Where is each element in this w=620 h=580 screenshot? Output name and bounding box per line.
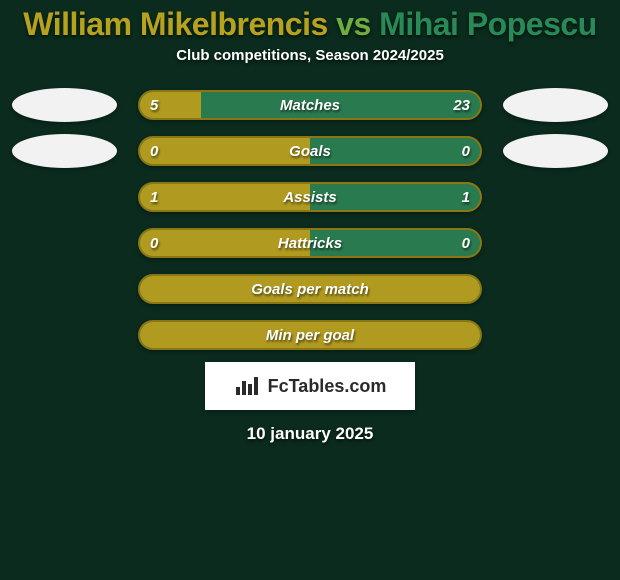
stat-label: Hattricks — [140, 230, 480, 256]
stat-value-right: 0 — [462, 138, 470, 164]
title-player2: Mihai Popescu — [379, 6, 597, 42]
stat-label: Goals per match — [140, 276, 480, 302]
stat-label: Goals — [140, 138, 480, 164]
team-badge-left — [12, 134, 117, 168]
subtitle: Club competitions, Season 2024/2025 — [0, 47, 620, 82]
stat-value-left: 0 — [150, 230, 158, 256]
stat-value-right: 23 — [453, 92, 470, 118]
stat-bar: Min per goal — [138, 320, 482, 350]
title-vs: vs — [328, 6, 379, 42]
stat-row: Assists1 1 — [0, 174, 620, 220]
title-player1: William Mikelbrencis — [23, 6, 327, 42]
logo-box: FcTables.com — [205, 362, 415, 410]
stat-label: Matches — [140, 92, 480, 118]
stat-value-right: 1 — [462, 184, 470, 210]
stat-bar: Hattricks0 0 — [138, 228, 482, 258]
comparison-rows: Matches523Goals00Assists11Hattricks00Goa… — [0, 82, 620, 358]
stat-bar: Assists1 1 — [138, 182, 482, 212]
logo-bars-icon — [234, 375, 262, 397]
stat-row: Goals per match — [0, 266, 620, 312]
team-badge-right — [503, 134, 608, 168]
stat-row: Matches5 23 — [0, 82, 620, 128]
comparison-title: William Mikelbrencis vs Mihai Popescu — [0, 0, 620, 47]
team-badge-right — [503, 88, 608, 122]
stat-bar: Goals0 0 — [138, 136, 482, 166]
stat-label: Min per goal — [140, 322, 480, 348]
stat-row: Hattricks0 0 — [0, 220, 620, 266]
stat-bar: Goals per match — [138, 274, 482, 304]
stat-bar: Matches5 23 — [138, 90, 482, 120]
stat-value-left: 0 — [150, 138, 158, 164]
stat-row: Goals0 0 — [0, 128, 620, 174]
team-badge-left — [12, 88, 117, 122]
stat-value-left: 1 — [150, 184, 158, 210]
stat-value-left: 5 — [150, 92, 158, 118]
stat-label: Assists — [140, 184, 480, 210]
stat-value-right: 0 — [462, 230, 470, 256]
date: 10 january 2025 — [0, 424, 620, 444]
stat-row: Min per goal — [0, 312, 620, 358]
logo-text: FcTables.com — [268, 376, 387, 397]
